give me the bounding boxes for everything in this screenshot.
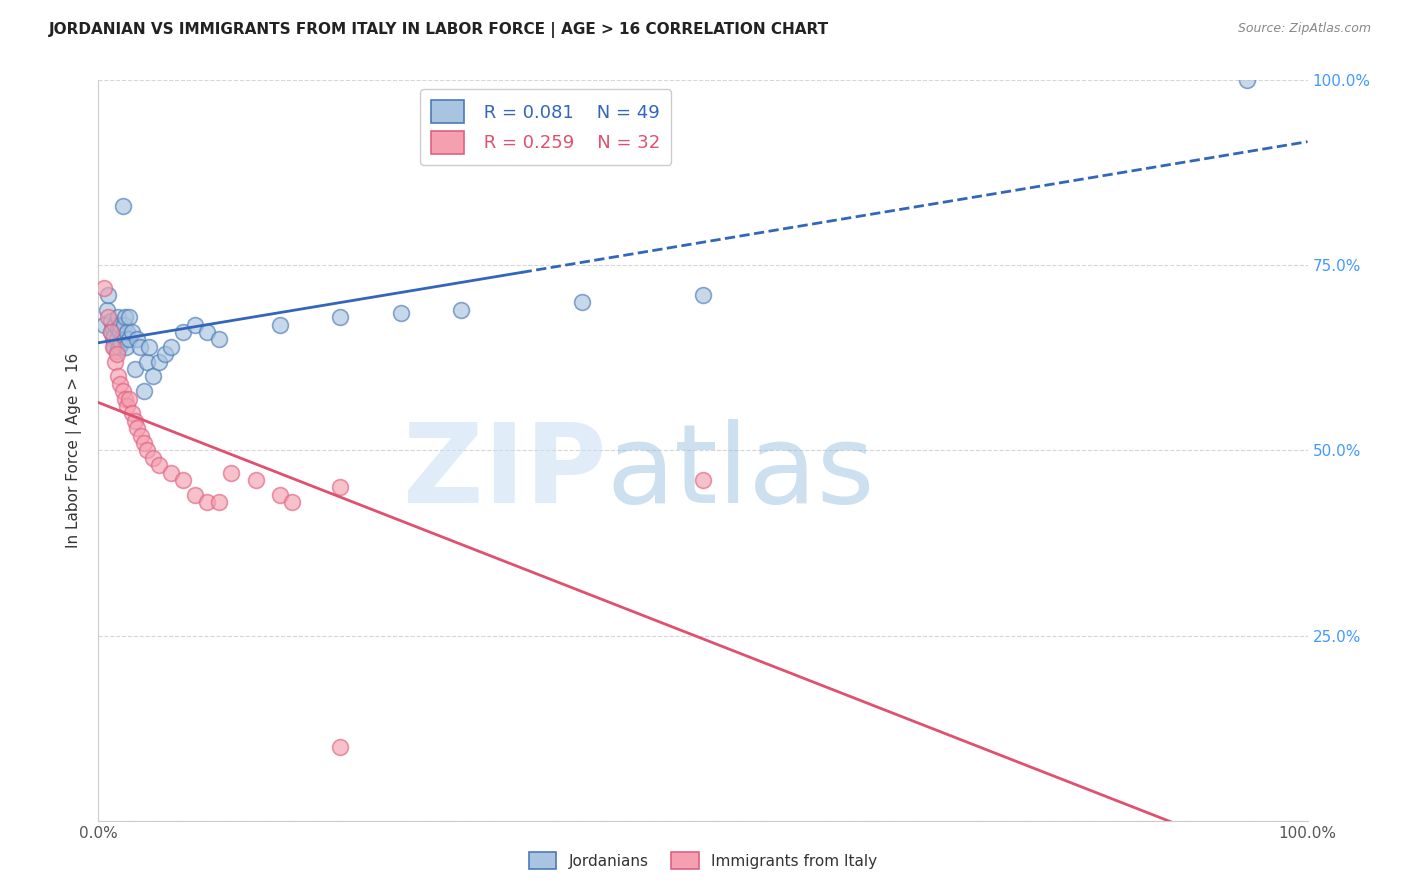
Point <box>195 495 218 509</box>
Y-axis label: In Labor Force | Age > 16: In Labor Force | Age > 16 <box>66 353 83 548</box>
Point <box>96 302 118 317</box>
Point <box>114 310 136 325</box>
Point <box>571 295 593 310</box>
Point <box>124 414 146 428</box>
Point <box>108 318 131 332</box>
Point <box>329 480 352 494</box>
Point <box>97 288 120 302</box>
Legend:  R = 0.081    N = 49,  R = 0.259    N = 32: R = 0.081 N = 49, R = 0.259 N = 32 <box>420 89 671 165</box>
Point <box>148 458 170 473</box>
Point <box>160 340 183 354</box>
Point <box>329 739 352 754</box>
Point <box>114 332 136 346</box>
Point <box>105 347 128 361</box>
Point <box>148 354 170 368</box>
Point <box>118 392 141 406</box>
Point <box>160 466 183 480</box>
Point <box>153 347 176 361</box>
Point <box>329 310 352 325</box>
Point <box>112 318 135 332</box>
Point <box>101 332 124 346</box>
Point <box>97 310 120 325</box>
Point <box>127 421 149 435</box>
Point <box>127 332 149 346</box>
Text: ZIP: ZIP <box>404 419 606 526</box>
Point <box>104 354 127 368</box>
Point <box>100 325 122 339</box>
Point <box>93 280 115 294</box>
Point <box>134 436 156 450</box>
Point <box>108 340 131 354</box>
Point <box>117 399 139 413</box>
Point <box>135 443 157 458</box>
Point <box>124 362 146 376</box>
Point <box>450 302 472 317</box>
Point <box>269 488 291 502</box>
Point <box>172 325 194 339</box>
Point <box>100 325 122 339</box>
Point <box>111 384 134 399</box>
Point <box>105 343 128 358</box>
Point <box>121 325 143 339</box>
Point <box>128 340 150 354</box>
Point <box>281 495 304 509</box>
Point <box>118 332 141 346</box>
Text: atlas: atlas <box>606 419 875 526</box>
Point <box>111 199 134 213</box>
Point <box>107 369 129 384</box>
Point <box>1236 73 1258 87</box>
Point <box>103 340 125 354</box>
Point <box>208 332 231 346</box>
Point <box>118 310 141 325</box>
Text: Source: ZipAtlas.com: Source: ZipAtlas.com <box>1237 22 1371 36</box>
Point <box>142 369 165 384</box>
Point <box>107 310 129 325</box>
Point <box>184 488 207 502</box>
Point <box>103 328 125 343</box>
Point <box>208 495 231 509</box>
Point <box>108 325 131 339</box>
Point <box>121 407 143 421</box>
Point <box>129 428 152 442</box>
Point <box>269 318 291 332</box>
Point <box>105 332 128 346</box>
Point <box>692 473 714 487</box>
Point <box>134 384 156 399</box>
Point <box>101 340 124 354</box>
Point <box>389 306 412 320</box>
Point <box>100 314 122 328</box>
Point <box>692 288 714 302</box>
Point <box>93 318 115 332</box>
Point <box>108 376 131 391</box>
Point <box>111 328 134 343</box>
Point <box>107 321 129 335</box>
Point <box>135 354 157 368</box>
Point <box>101 321 124 335</box>
Point <box>138 340 160 354</box>
Point <box>142 450 165 465</box>
Point <box>172 473 194 487</box>
Legend: Jordanians, Immigrants from Italy: Jordanians, Immigrants from Italy <box>523 846 883 875</box>
Point <box>195 325 218 339</box>
Point <box>115 340 138 354</box>
Point <box>110 336 132 351</box>
Point <box>245 473 267 487</box>
Text: JORDANIAN VS IMMIGRANTS FROM ITALY IN LABOR FORCE | AGE > 16 CORRELATION CHART: JORDANIAN VS IMMIGRANTS FROM ITALY IN LA… <box>49 22 830 38</box>
Point <box>114 392 136 406</box>
Point <box>117 325 139 339</box>
Point <box>184 318 207 332</box>
Point <box>104 318 127 332</box>
Point <box>221 466 243 480</box>
